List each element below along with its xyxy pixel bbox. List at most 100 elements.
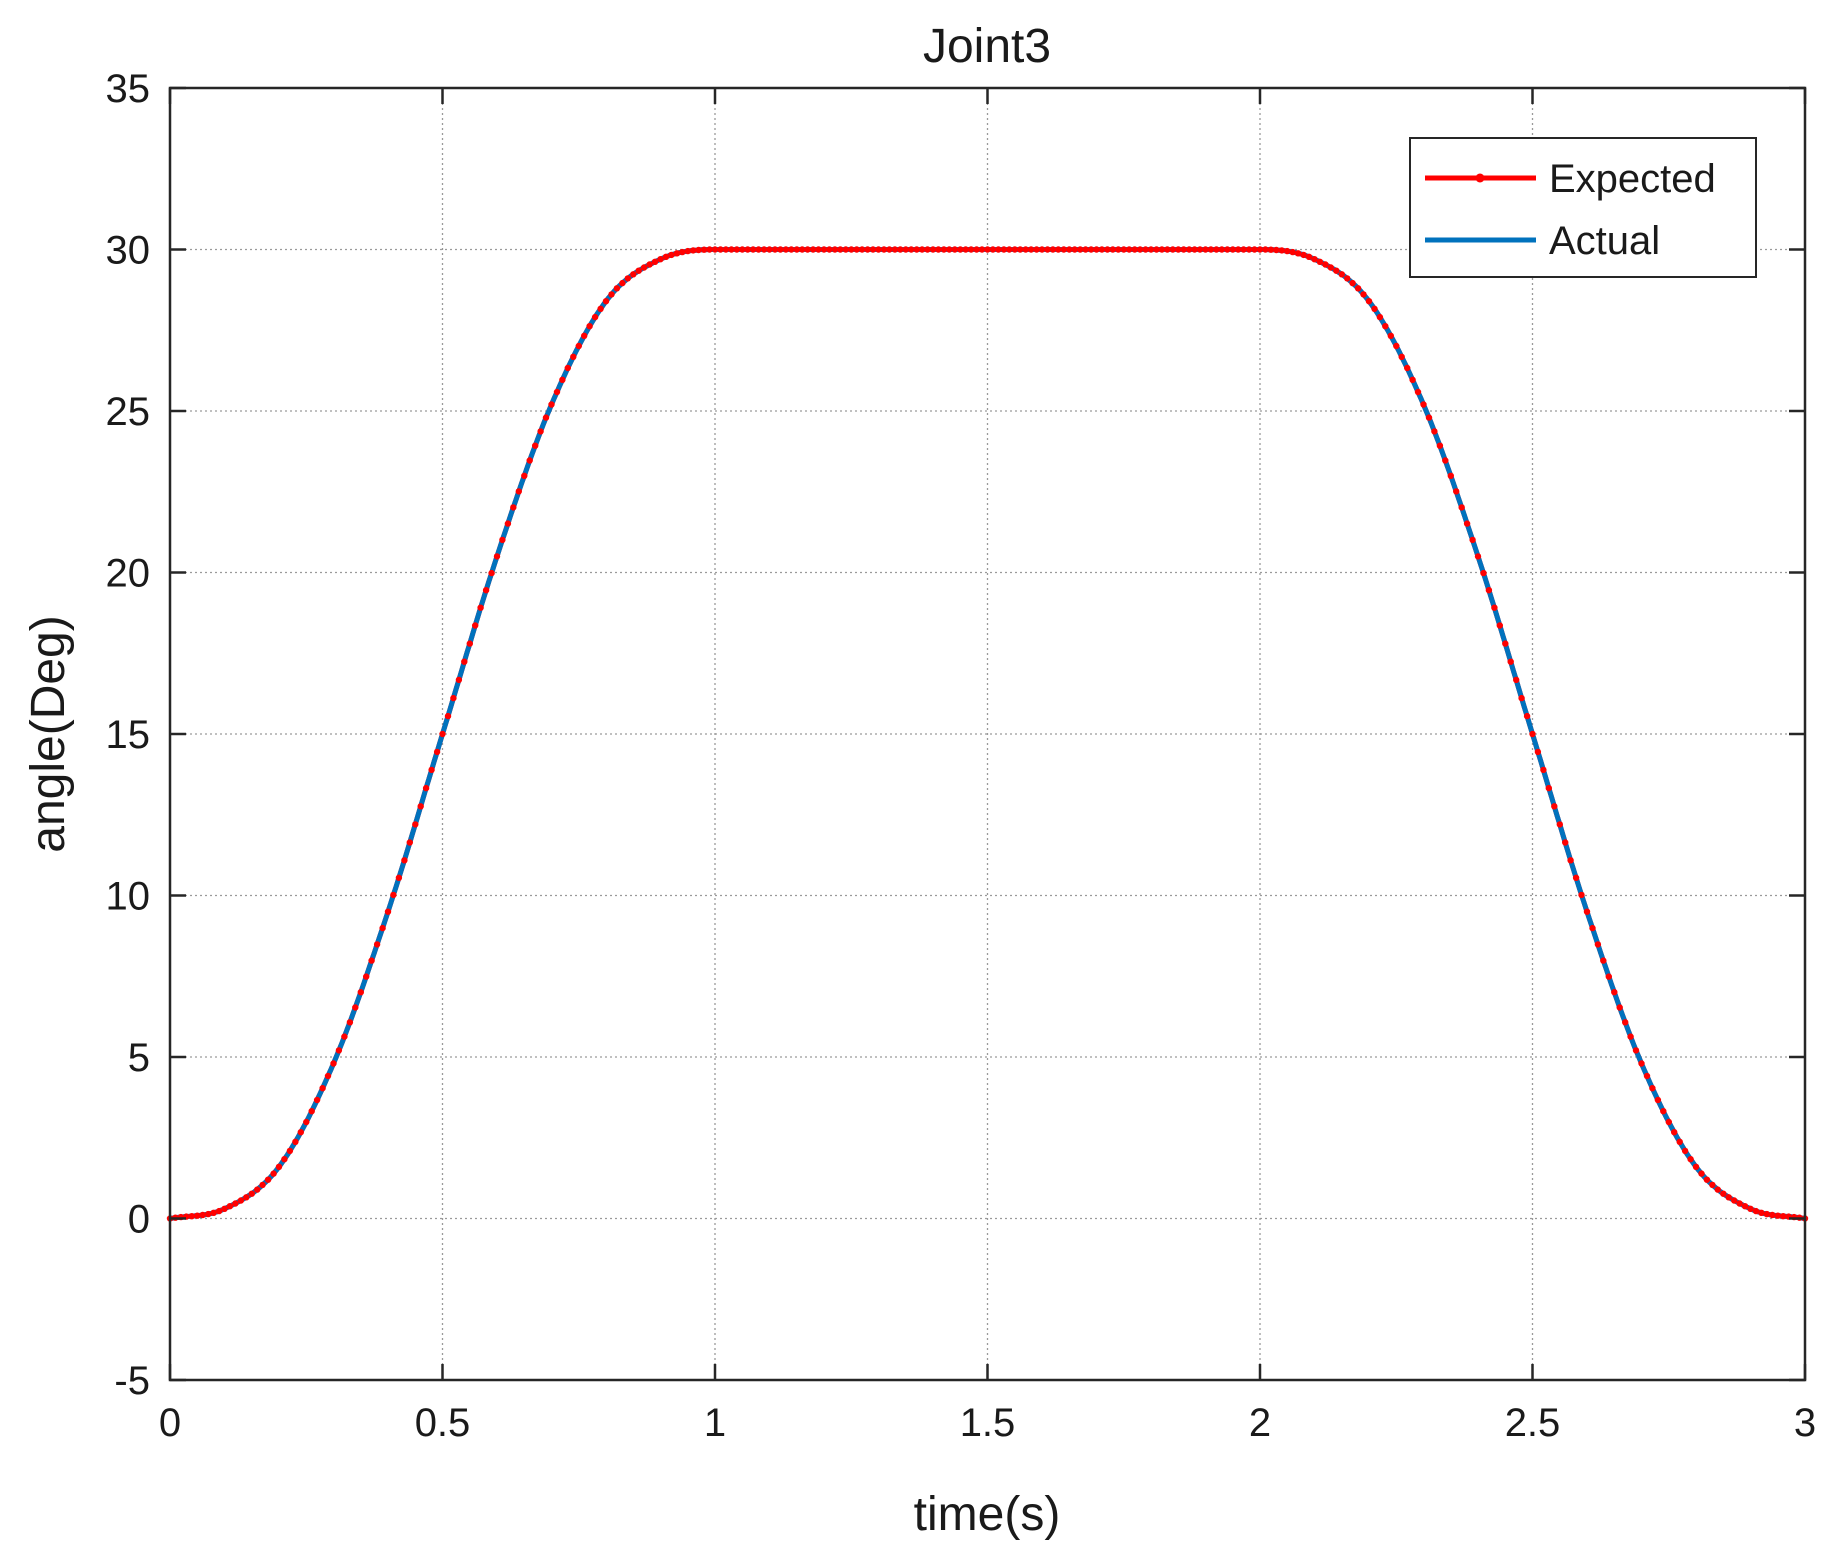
data-point-expected [711,246,719,253]
data-point-expected [1736,1200,1743,1207]
data-point-expected [1267,246,1275,253]
data-point-expected [728,246,735,253]
y-tick-labels: -5 0 5 10 15 20 25 30 35 [106,67,151,1403]
data-point-expected [1714,1186,1722,1193]
data-point-expected [1567,857,1574,864]
data-point-expected [1278,247,1286,254]
data-point-expected [373,941,381,948]
data-point-expected [793,246,800,253]
data-point-expected [1038,246,1046,253]
data-point-expected [390,891,397,899]
data-point-expected [215,1207,223,1215]
data-point-expected [869,246,877,253]
data-point-expected [401,857,408,864]
data-point-expected [1556,821,1564,828]
data-point-expected [368,957,375,964]
data-point-expected [1485,587,1493,594]
data-point-expected [1245,246,1253,253]
data-point-expected [1725,1194,1732,1201]
data-point-expected [1011,246,1018,253]
data-point-expected [1333,267,1340,274]
data-point-expected [472,622,479,629]
data-point-expected [777,246,784,253]
data-point-expected [1354,285,1362,292]
data-point-expected [1496,622,1504,629]
data-point-expected [1027,246,1035,253]
data-point-expected [559,376,566,383]
data-point-expected [1774,1212,1782,1219]
data-point-expected [1540,766,1547,774]
data-point-expected [690,247,697,254]
legend-label-expected: Expected [1549,157,1716,201]
data-point-expected [308,1108,315,1115]
data-point-expected [1376,313,1384,321]
data-point-expected [679,248,686,256]
data-point-expected [488,569,495,577]
data-point-expected [891,246,899,253]
data-point-expected [1142,246,1149,253]
data-point-expected [1643,1072,1651,1080]
data-point-expected [335,1047,343,1054]
data-point-expected [1262,246,1269,253]
data-point-expected [1000,246,1008,253]
data-point-expected [886,246,893,253]
data-point-expected [815,246,822,253]
data-point-expected [1698,1170,1705,1177]
data-point-expected [1709,1181,1716,1189]
data-point-expected [346,1019,354,1026]
data-point-expected [194,1212,201,1219]
data-point-expected [640,264,648,271]
data-point-expected [526,457,533,464]
data-point-expected [1562,839,1569,846]
data-point-expected [1273,246,1280,254]
data-point-expected [782,246,790,253]
data-point-expected [504,520,512,527]
data-point-expected [1671,1129,1678,1136]
data-point-expected [1126,246,1133,253]
x-tick-label: 1.5 [960,1401,1016,1445]
data-point-expected [1147,246,1155,253]
data-point-expected [646,261,653,268]
data-point-expected [1463,520,1471,527]
data-point-expected [1398,353,1405,360]
data-point-expected [668,251,675,259]
data-point-expected [521,472,528,479]
data-point-expected [1409,376,1416,383]
data-point-expected [1136,246,1144,253]
data-point-expected [1780,1213,1787,1220]
data-point-expected [1589,924,1596,932]
data-point-expected [1087,246,1095,253]
y-tick-label: 15 [106,713,151,757]
data-point-expected [1458,504,1465,511]
data-point-expected [1758,1209,1765,1217]
data-point-expected [957,246,964,253]
data-point-expected [564,364,571,372]
data-point-expected [270,1170,277,1177]
data-point-expected [1371,305,1378,312]
data-point-expected [1196,246,1204,253]
data-point-expected [1414,388,1422,396]
data-point-expected [553,388,561,396]
data-point-expected [820,246,828,253]
data-point-expected [842,246,849,253]
data-point-expected [591,313,599,321]
data-point-expected [1338,271,1346,278]
data-point-expected [929,246,937,253]
data-point-expected [1676,1138,1683,1146]
data-point-expected [1703,1176,1711,1183]
data-point-expected [1344,275,1351,282]
data-point-expected [962,246,969,253]
x-tick-label: 2.5 [1505,1401,1561,1445]
data-point-expected [570,353,577,360]
data-point-expected [455,676,463,684]
data-point-expected [908,246,915,253]
data-point-expected [902,246,909,253]
data-point-expected [1681,1147,1689,1155]
data-point-expected [1349,279,1356,287]
data-point-expected [1442,457,1449,464]
data-point-expected [1436,442,1444,449]
data-point-expected [1622,1019,1629,1026]
data-point-expected [439,730,446,738]
data-point-expected [744,246,751,253]
data-point-expected [575,342,582,350]
